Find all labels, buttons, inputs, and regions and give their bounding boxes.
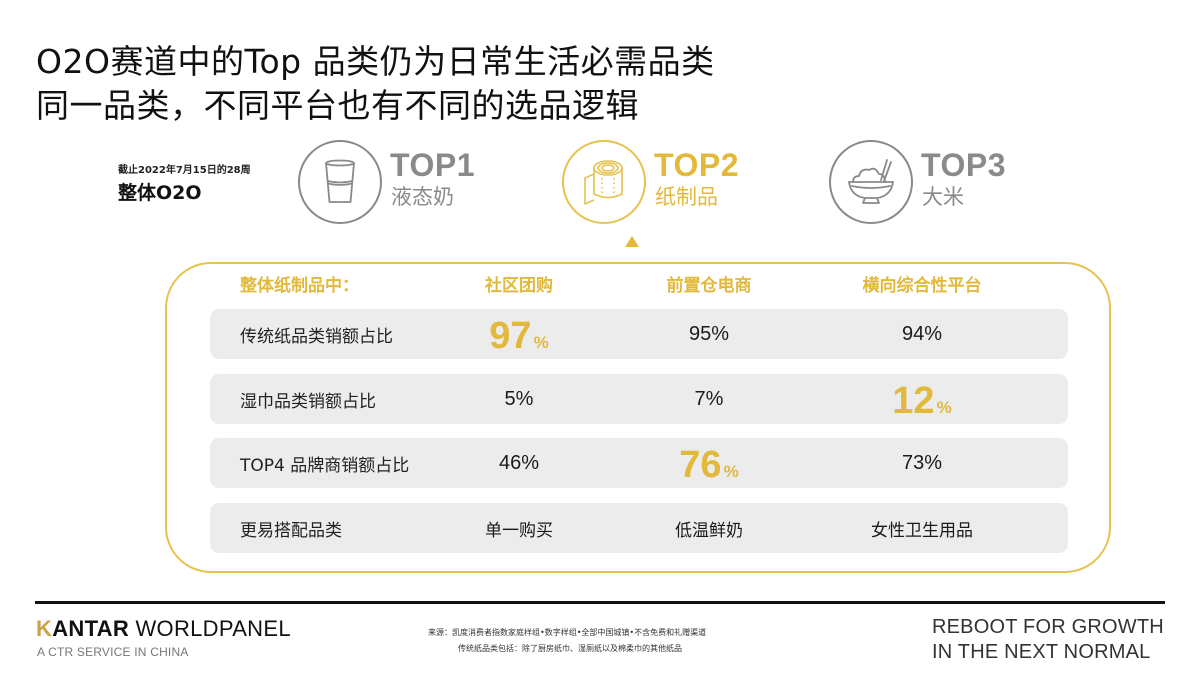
value-cell: 5% <box>504 387 534 410</box>
value-cell: 94% <box>901 322 943 345</box>
table-row: 传统纸品类销额占比 97% 95% 94% <box>210 309 1068 359</box>
value-cell: 46% <box>498 451 540 474</box>
row-label: 更易搭配品类 <box>240 520 342 541</box>
brand-logo-k: K <box>36 616 53 641</box>
brand-subtitle: A CTR SERVICE IN CHINA <box>37 645 189 659</box>
top-category-name: 液态奶 <box>391 185 454 209</box>
column-header-integrated-platform: 横向综合性平台 <box>862 276 982 296</box>
tagline: REBOOT FOR GROWTH IN THE NEXT NORMAL <box>932 615 1164 665</box>
value-cell: 女性卫生用品 <box>871 520 973 541</box>
value-cell: 12% <box>892 374 951 424</box>
table-row: 更易搭配品类 单一购买 低温鲜奶 女性卫生用品 <box>210 503 1068 553</box>
title-line-1: O2O赛道中的Top 品类仍为日常生活必需品类 <box>36 42 715 81</box>
page-title: O2O赛道中的Top 品类仍为日常生活必需品类 同一品类，不同平台也有不同的选品… <box>36 40 715 128</box>
brand-logo: KANTAR WORLDPANEL <box>36 617 291 641</box>
milk-glass-icon <box>298 140 382 224</box>
value-cell: 76% <box>679 438 738 488</box>
value-unit: % <box>533 333 549 352</box>
top-rank: TOP3 <box>921 147 1006 183</box>
table-header-title: 整体纸制品中： <box>240 276 359 296</box>
top-category-name: 大米 <box>922 185 964 209</box>
row-label: 湿巾品类销额占比 <box>240 391 376 412</box>
value-cell: 73% <box>901 451 943 474</box>
top-rank: TOP2 <box>654 147 739 183</box>
scope-label: 整体O2O <box>118 182 202 204</box>
comparison-panel <box>165 262 1111 573</box>
source-line-2: 传统纸品类包括：除了厨房纸巾、湿厕纸以及棉柔巾的其他纸品 <box>458 644 682 653</box>
period-label: 截止2022年7月15日的28周 <box>118 165 251 176</box>
row-label: TOP4 品牌商销额占比 <box>240 455 410 476</box>
value-unit: % <box>936 398 952 417</box>
title-line-2: 同一品类，不同平台也有不同的选品逻辑 <box>36 86 639 125</box>
brand-logo-rest: WORLDPANEL <box>129 616 291 641</box>
rice-bowl-icon <box>829 140 913 224</box>
value-number: 76 <box>679 443 722 486</box>
toilet-paper-roll-icon <box>562 140 646 224</box>
tagline-line-1: REBOOT FOR GROWTH <box>932 616 1164 638</box>
row-label: 传统纸品类销额占比 <box>240 326 393 347</box>
footer-divider <box>35 601 1165 604</box>
value-cell: 97% <box>489 309 548 359</box>
active-category-pointer <box>625 236 639 247</box>
column-header-front-warehouse-ecommerce: 前置仓电商 <box>666 276 752 296</box>
value-cell: 7% <box>694 387 724 410</box>
table-row: TOP4 品牌商销额占比 46% 76% 73% <box>210 438 1068 488</box>
value-cell: 95% <box>688 322 730 345</box>
tagline-line-2: IN THE NEXT NORMAL <box>932 641 1151 663</box>
value-cell: 单一购买 <box>485 520 553 541</box>
table-row: 湿巾品类销额占比 5% 7% 12% <box>210 374 1068 424</box>
column-header-community-group-buying: 社区团购 <box>485 276 553 296</box>
top-category-name: 纸制品 <box>655 185 718 209</box>
value-number: 12 <box>892 379 935 422</box>
brand-logo-bold: ANTAR <box>52 616 130 641</box>
value-number: 97 <box>489 314 532 357</box>
source-note: 来源：凯度消费者指数家庭样组•数字样组•全部中国城镇•不含免费和礼赠渠道 传统纸… <box>428 625 706 657</box>
value-unit: % <box>723 462 739 481</box>
value-cell: 低温鲜奶 <box>675 520 743 541</box>
source-line-1: 来源：凯度消费者指数家庭样组•数字样组•全部中国城镇•不含免费和礼赠渠道 <box>428 628 707 637</box>
top-rank: TOP1 <box>390 147 475 183</box>
